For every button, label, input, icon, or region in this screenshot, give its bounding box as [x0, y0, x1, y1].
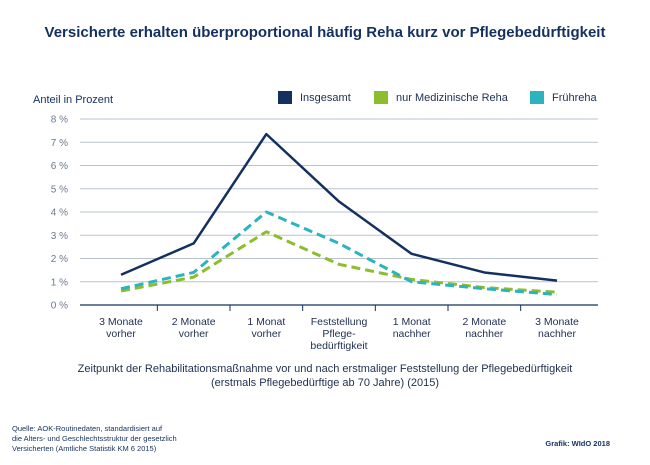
grid-layer	[80, 118, 598, 306]
x-tick-label-5-line-1: nachher	[465, 328, 503, 340]
x-tick-label-5: 2 Monate nachher	[462, 316, 506, 340]
x-tick-label-2: 1 Monat vorher	[247, 316, 285, 340]
x-tick-label-3-line-1: Pflege-	[322, 328, 356, 340]
x-tick-label-3-line-2: bedürftigkeit	[310, 340, 367, 352]
series-line-1	[120, 230, 558, 294]
legend-label-insgesamt: Insgesamt	[300, 91, 351, 104]
y-tick-label-7: 7 %	[51, 138, 68, 149]
x-tick-label-1-line-0: 2 Monate	[172, 316, 216, 328]
y-tick-label-3: 3 %	[51, 231, 68, 242]
legend-swatch-medizinische-reha	[374, 91, 388, 104]
chart-title: Versicherte erhalten überproportional hä…	[44, 24, 606, 41]
y-axis-label: Anteil in Prozent	[33, 94, 114, 106]
x-tick-label-2-line-1: vorher	[251, 328, 281, 340]
x-tick-label-5-line-0: 2 Monate	[462, 316, 506, 328]
axis-layer: 0 %1 %2 %3 %4 %5 %6 %7 %8 %3 Monate vorhe…	[51, 115, 579, 353]
y-tick-label-2: 2 %	[51, 254, 68, 265]
x-tick-label-3: Feststellung Pflege-bedürftigkeit	[310, 316, 367, 352]
source-line-1: Quelle: AOK-Routinedaten, standardisiert…	[12, 424, 163, 433]
x-axis-label: Zeitpunkt der Rehabilitationsmaßnahme vo…	[0, 362, 650, 390]
y-tick-label-8: 8 %	[51, 115, 68, 126]
legend-label-fruehreha: Frühreha	[552, 91, 597, 104]
x-tick-label-3-line-0: Feststellung	[311, 316, 368, 328]
x-tick-label-4-line-1: nachher	[393, 328, 431, 340]
source-line-3: Versicherten (Amtliche Statistik KM 6 20…	[12, 444, 157, 453]
x-tick-label-2-line-0: 1 Monat	[247, 316, 285, 328]
x-axis-label-line-2: (erstmals Pflegebedürftige ab 70 Jahre) …	[210, 377, 440, 389]
x-tick-label-6-line-1: nachher	[538, 328, 576, 340]
graphic-credit: Grafik: WIdO 2018	[545, 439, 610, 448]
x-tick-label-1-line-1: vorher	[179, 328, 209, 340]
x-tick-label-1: 2 Monate vorher	[172, 316, 216, 340]
source-line-2: die Alters- und Geschlechtsstruktur der …	[12, 434, 177, 443]
x-tick-label-0-line-1: vorher	[106, 328, 136, 340]
x-tick-label-0-line-0: 3 Monate	[99, 316, 143, 328]
y-tick-label-4: 4 %	[51, 208, 68, 219]
x-tick-label-6: 3 Monate nachher	[535, 316, 579, 340]
legend-item-fruehreha: Frühreha	[530, 91, 597, 104]
legend-label-medizinische-reha: nur Medizinische Reha	[396, 91, 508, 104]
legend-item-insgesamt: Insgesamt	[278, 91, 351, 104]
legend-swatch-insgesamt	[278, 91, 292, 104]
x-tick-label-6-line-0: 3 Monate	[535, 316, 579, 328]
y-tick-label-0: 0 %	[51, 301, 68, 312]
legend-swatch-fruehreha	[530, 91, 544, 104]
y-tick-label-5: 5 %	[51, 184, 68, 195]
y-tick-label-6: 6 %	[51, 161, 68, 172]
x-tick-label-0: 3 Monate vorher	[99, 316, 143, 340]
legend-item-medizinische-reha: nur Medizinische Reha	[374, 91, 508, 104]
series-layer	[120, 132, 558, 297]
source-note: Quelle: AOK-Routinedaten, standardisiert…	[12, 424, 177, 454]
x-axis-label-line-1: Zeitpunkt der Rehabilitationsmaßnahme vo…	[77, 363, 573, 375]
y-tick-label-1: 1 %	[51, 277, 68, 288]
x-tick-label-4: 1 Monat nachher	[393, 316, 431, 340]
x-tick-label-4-line-0: 1 Monat	[393, 316, 431, 328]
